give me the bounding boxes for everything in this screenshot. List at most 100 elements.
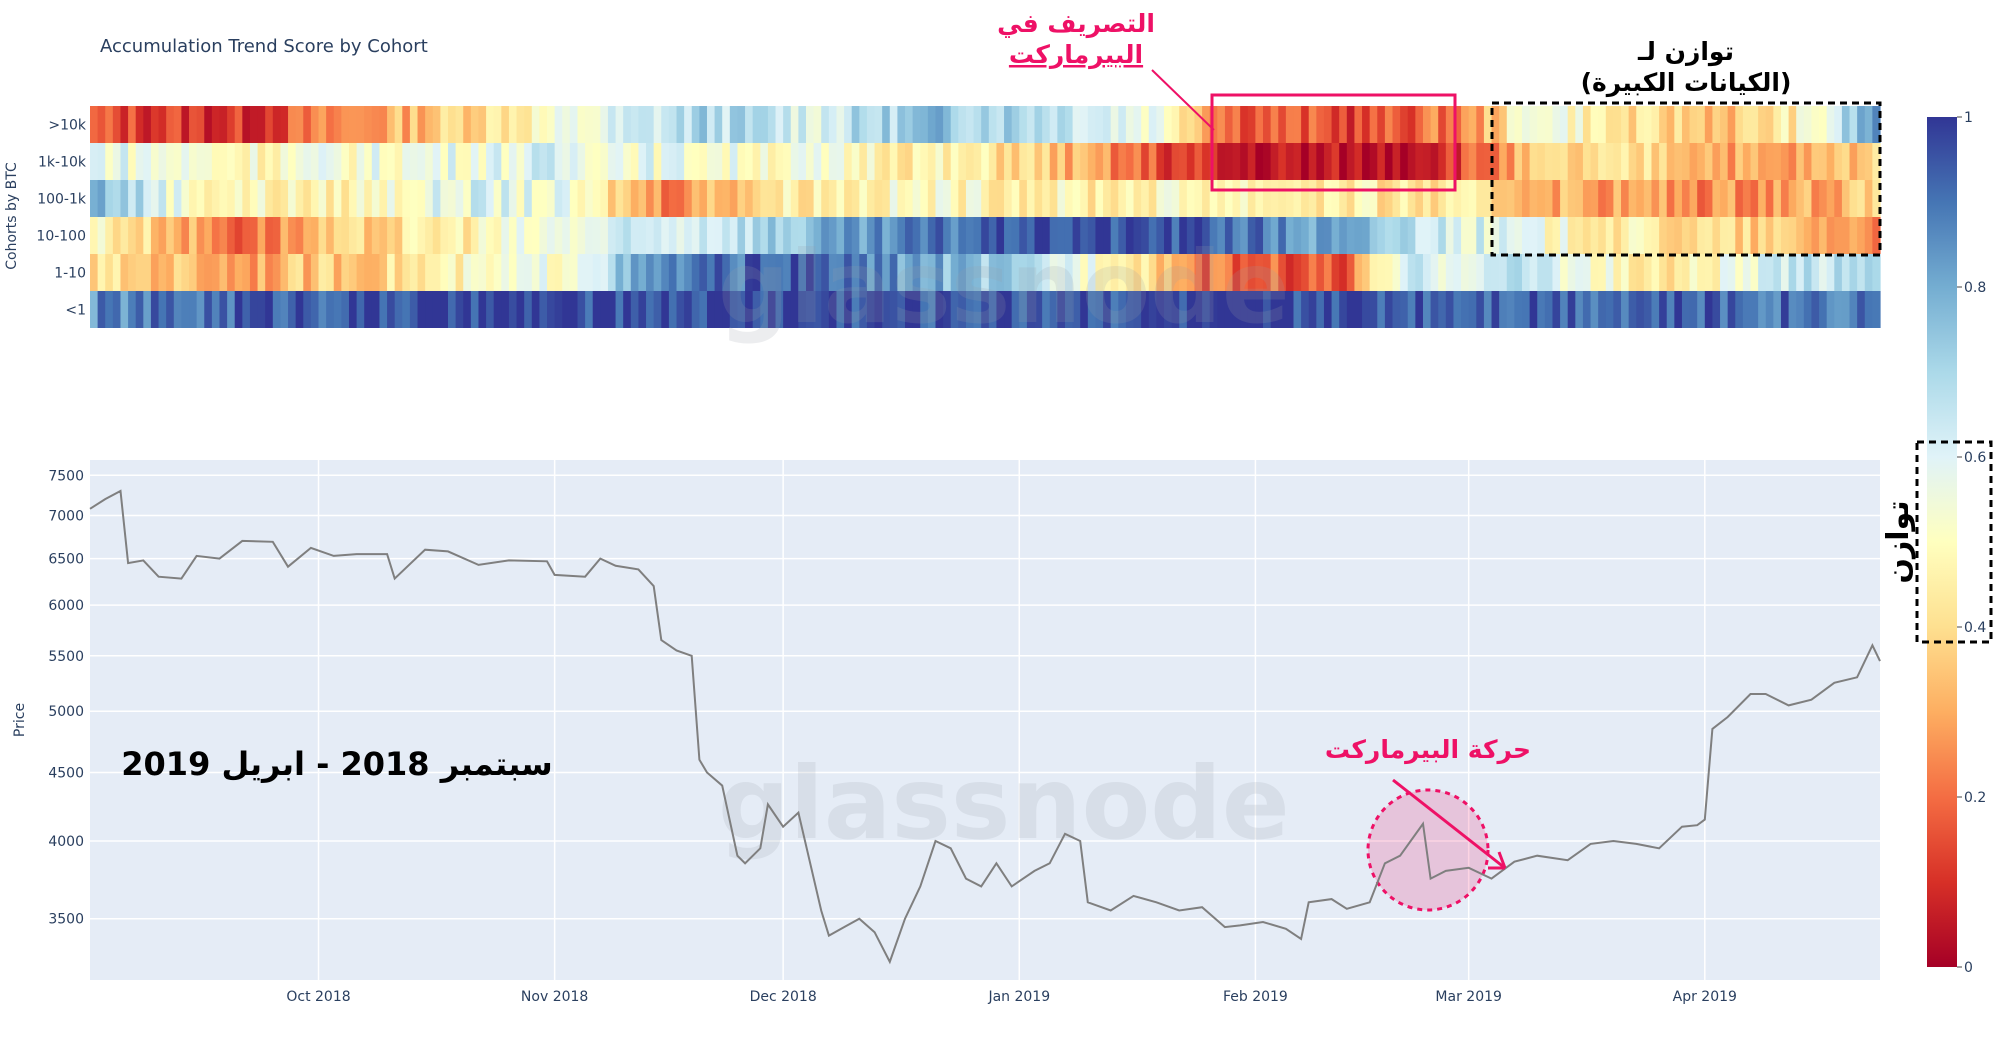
heatmap-cell (234, 291, 243, 328)
heatmap-cell (158, 217, 167, 254)
heatmap-cell (996, 106, 1005, 143)
heatmap-cell (615, 143, 624, 180)
balance-label: توازن (1881, 500, 1916, 583)
heatmap-cell (1422, 143, 1432, 180)
heatmap-cell (158, 254, 167, 291)
heatmap-cell (920, 291, 929, 328)
heatmap-cell (691, 180, 700, 217)
heatmap-cell (1293, 180, 1302, 217)
heatmap-cell (737, 180, 746, 217)
heatmap-cell (1293, 106, 1302, 143)
heatmap-cell (1582, 143, 1592, 180)
heatmap-cell (1164, 217, 1173, 254)
heatmap-cell (128, 106, 137, 143)
heatmap-cell (988, 291, 998, 328)
heatmap-cell (1483, 254, 1493, 291)
distribution-pointer (1151, 69, 1215, 131)
heatmap-cell (501, 143, 510, 180)
heatmap-cell (737, 291, 746, 328)
heatmap-cell (1605, 106, 1615, 143)
heatmap-cell (1796, 143, 1805, 180)
heatmap-cell (189, 180, 198, 217)
heatmap-cell (569, 291, 579, 328)
heatmap-cell (1209, 291, 1218, 328)
heatmap-cell (752, 291, 761, 328)
heatmap-cell (912, 291, 921, 328)
heatmap-cell (912, 180, 921, 217)
heatmap-cell (1415, 254, 1424, 291)
heatmap-cell (623, 106, 632, 143)
heatmap-cell (866, 254, 876, 291)
heatmap-cell (234, 180, 243, 217)
heatmap-cell (1240, 217, 1249, 254)
heatmap-cell (1103, 217, 1112, 254)
heatmap-cell (440, 143, 449, 180)
heatmap-cell (288, 180, 297, 217)
heatmap-cell (706, 291, 716, 328)
heatmap-cell (1689, 106, 1698, 143)
heatmap-cell (882, 254, 891, 291)
heatmap-cell (714, 254, 723, 291)
heatmap-cell (1354, 106, 1363, 143)
price-grid (90, 460, 1880, 980)
heatmap-cell (1491, 143, 1500, 180)
heatmap-cell (851, 143, 860, 180)
heatmap-cell (1323, 291, 1333, 328)
heatmap-cell (310, 106, 320, 143)
heatmap-cell (326, 291, 335, 328)
heatmap-cell (760, 180, 769, 217)
heatmap-cell (432, 217, 441, 254)
heatmap-cell (1575, 143, 1584, 180)
heatmap-cell (1514, 180, 1523, 217)
heatmap-cell (448, 143, 457, 180)
heatmap-cell (874, 143, 883, 180)
heatmap-cell (1750, 217, 1759, 254)
heatmap-cell (935, 180, 944, 217)
heatmap-cell (1247, 291, 1257, 328)
heatmap-cell (1681, 106, 1691, 143)
heatmap-cell (1004, 106, 1013, 143)
heatmap-cell (547, 106, 556, 143)
heatmap-cell (181, 106, 190, 143)
heatmap-cell (691, 254, 700, 291)
heatmap-cell (1659, 291, 1668, 328)
heatmap-cell (1400, 106, 1409, 143)
heatmap-cell (1255, 180, 1264, 217)
heatmap-cell (1537, 106, 1546, 143)
heatmap-cell (547, 143, 556, 180)
heatmap-cell (958, 254, 967, 291)
heatmap-cell (128, 180, 137, 217)
heatmap-cell (714, 106, 723, 143)
heatmap-cell (729, 180, 739, 217)
heatmap-cell (1765, 106, 1774, 143)
heatmap-cell (486, 254, 495, 291)
heatmap-cell (1712, 180, 1721, 217)
heatmap-cell (288, 143, 297, 180)
distribution-label-top: التصريف في (997, 9, 1155, 39)
colorbar-tick-label: 1 (1964, 110, 1973, 126)
heatmap-cell (478, 254, 487, 291)
heatmap-cell (1621, 180, 1630, 217)
heatmap-cell (905, 217, 914, 254)
heatmap-cell (486, 143, 495, 180)
heatmap-cell (455, 291, 464, 328)
heatmap-cell (722, 180, 731, 217)
heatmap-cell (356, 143, 365, 180)
heatmap-cell (790, 143, 799, 180)
heatmap-cell (592, 291, 601, 328)
heatmap-cell (1224, 254, 1234, 291)
price-y-tick-label: 7000 (48, 508, 84, 524)
heatmap-cell (1202, 217, 1211, 254)
heatmap-cell (1681, 254, 1691, 291)
heatmap-cell (844, 180, 853, 217)
heatmap-cell (1392, 106, 1401, 143)
heatmap-cell (844, 254, 853, 291)
heatmap-cell (1788, 217, 1797, 254)
heatmap-cell (1621, 143, 1630, 180)
heatmap-cell (1141, 217, 1150, 254)
heatmap-cell (1582, 180, 1592, 217)
heatmap-cell (1841, 291, 1851, 328)
heatmap-cell (1004, 180, 1013, 217)
heatmap-cell (1453, 217, 1462, 254)
heatmap-cell (691, 217, 700, 254)
